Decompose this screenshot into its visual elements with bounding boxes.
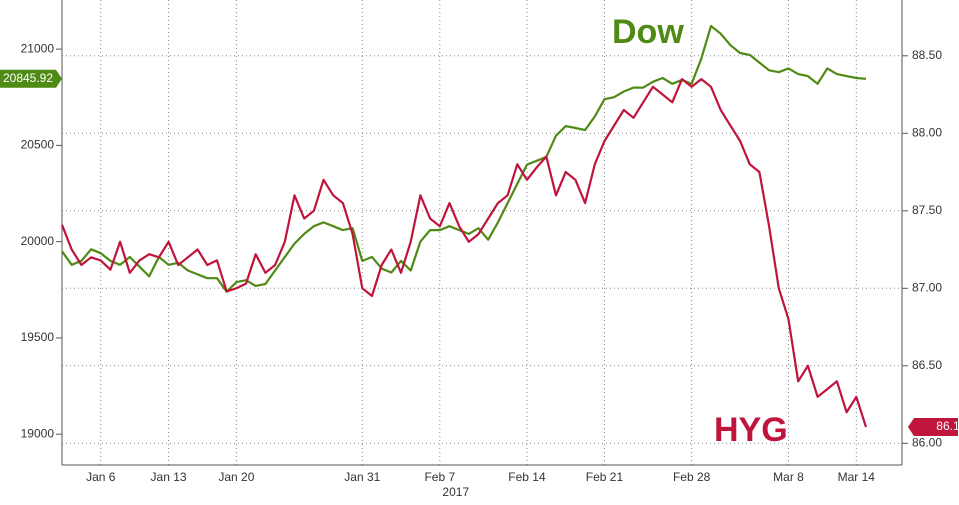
x-tick-label: Mar 14 — [838, 470, 876, 484]
x-tick-label: Feb 21 — [586, 470, 624, 484]
series-line — [60, 78, 868, 428]
x-tick-label: Feb 28 — [673, 470, 711, 484]
y2-tick-label: 87.00 — [912, 280, 942, 294]
x-tick-label: Jan 6 — [86, 470, 116, 484]
y2-tick-label: 88.50 — [912, 48, 942, 62]
value-tag — [0, 69, 62, 88]
last-value-label: 20845.92 — [3, 71, 53, 85]
y2-tick-label: 86.00 — [912, 435, 942, 449]
y-tick-label: 19500 — [21, 330, 55, 344]
x-tick-label: Feb 7 — [424, 470, 455, 484]
x-tick-label: Jan 20 — [218, 470, 254, 484]
series-line — [61, 24, 867, 293]
last-value-label: 86.1051 — [936, 419, 959, 433]
y-tick-label: 20000 — [21, 234, 55, 248]
x-tick-label: Jan 13 — [151, 470, 187, 484]
y-tick-label: 19000 — [21, 426, 55, 440]
series-label: Dow — [612, 13, 684, 51]
y2-tick-label: 86.50 — [912, 358, 942, 372]
x-tick-label: Feb 14 — [508, 470, 546, 484]
x-axis-label: 2017 — [442, 485, 469, 499]
x-tick-label: Mar 8 — [773, 470, 804, 484]
y-tick-label: 21000 — [21, 41, 55, 55]
x-tick-label: Jan 31 — [344, 470, 380, 484]
y-tick-label: 20500 — [21, 138, 55, 152]
y2-tick-label: 88.00 — [912, 125, 942, 139]
value-tag — [908, 418, 958, 437]
y2-tick-label: 87.50 — [912, 203, 942, 217]
series-label: HYG — [714, 411, 788, 449]
